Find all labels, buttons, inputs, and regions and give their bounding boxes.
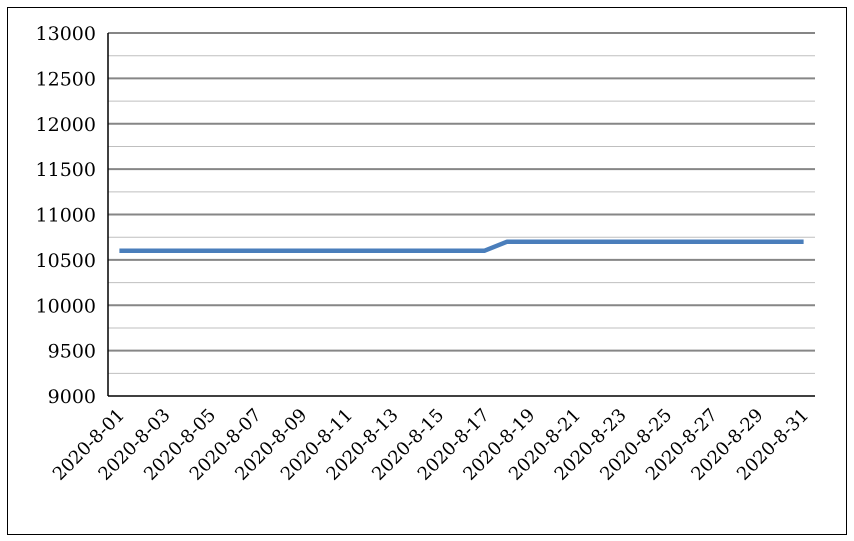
y-tick-label: 11500 [36,159,96,181]
y-tick-label: 12500 [36,68,96,90]
y-tick-label: 9000 [48,386,96,408]
y-tick-label: 10000 [36,295,96,317]
y-tick-label: 11000 [36,205,96,227]
y-tick-label: 10500 [36,250,96,272]
y-tick-label: 13000 [36,23,96,45]
y-tick-label: 12000 [36,114,96,136]
chart-border [7,7,847,535]
y-tick-label: 9500 [48,341,96,363]
